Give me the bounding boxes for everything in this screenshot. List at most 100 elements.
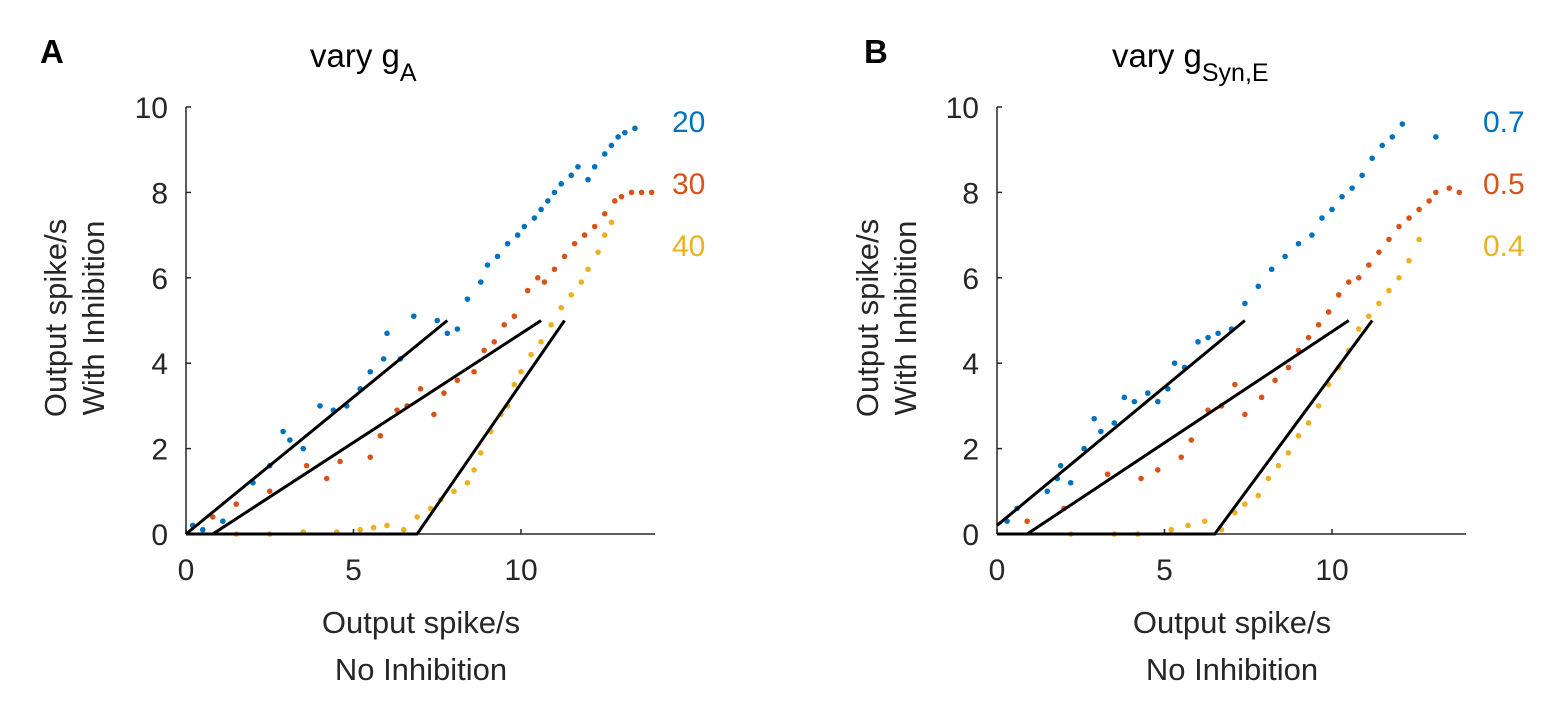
data-point — [1416, 206, 1422, 213]
data-point — [384, 522, 390, 529]
chart-title: vary gA — [310, 37, 417, 87]
data-point — [1067, 479, 1074, 486]
y-label-line2: With Inhibition — [888, 221, 923, 416]
data-point — [1356, 275, 1362, 281]
data-point — [478, 450, 484, 456]
data-point — [1242, 501, 1248, 507]
data-point — [1433, 134, 1439, 140]
data-point — [444, 330, 451, 337]
data-point — [504, 240, 511, 247]
data-point — [1285, 364, 1292, 371]
data-point — [441, 390, 447, 396]
fit-line — [996, 319, 1246, 527]
data-point — [478, 279, 484, 285]
data-point — [1416, 236, 1422, 243]
x-tick-label: 10 — [504, 554, 537, 587]
title-main: vary g — [1112, 37, 1202, 74]
data-point — [1091, 415, 1097, 422]
data-point — [1366, 313, 1372, 320]
data-point — [1138, 475, 1144, 482]
y-tick-label: 4 — [151, 348, 168, 381]
data-point — [233, 501, 240, 507]
data-point — [1433, 189, 1439, 196]
data-point — [1242, 300, 1248, 307]
data-point — [1178, 454, 1185, 460]
data-point — [531, 215, 538, 221]
legend-entry: 30 — [672, 168, 705, 201]
data-point — [464, 296, 471, 302]
data-point — [1272, 377, 1278, 384]
data-point — [601, 151, 608, 157]
data-point — [1265, 475, 1272, 482]
data-point — [601, 232, 608, 238]
data-point — [1356, 326, 1362, 332]
y-tick-label: 8 — [962, 177, 979, 210]
data-point — [1345, 279, 1352, 285]
y-tick-label: 10 — [946, 92, 979, 125]
data-point — [1205, 334, 1211, 341]
data-point — [524, 287, 531, 294]
data-point — [494, 253, 501, 260]
data-point — [1295, 240, 1302, 247]
data-point — [1426, 198, 1432, 204]
data-point — [1282, 253, 1288, 260]
data-point — [1111, 420, 1118, 426]
data-point — [1315, 321, 1322, 328]
data-point — [1215, 330, 1221, 337]
y-label-line1: Output spike/s — [38, 219, 73, 417]
data-point — [481, 347, 487, 354]
y-tick-label: 8 — [151, 177, 168, 210]
data-point — [585, 176, 591, 183]
axes: 0 5 10 0 2 4 6 8 10 — [946, 92, 1466, 587]
data-point — [1315, 403, 1322, 409]
data-point — [367, 454, 374, 460]
data-point — [1144, 390, 1151, 396]
data-point — [585, 266, 591, 273]
fit-line — [186, 319, 566, 536]
data-point — [1376, 249, 1382, 255]
data-point — [303, 462, 310, 469]
data-point — [601, 210, 608, 217]
data-point — [575, 163, 581, 170]
data-point — [377, 432, 384, 439]
data-point — [464, 479, 471, 486]
title-main: vary g — [310, 37, 400, 74]
legend: 20 30 40 — [672, 106, 705, 263]
data-point — [628, 189, 635, 196]
data-point — [568, 292, 575, 298]
data-point — [431, 411, 437, 418]
data-point — [1024, 518, 1030, 524]
data-points — [189, 125, 655, 537]
data-point — [538, 206, 544, 213]
data-point — [1104, 471, 1111, 478]
data-point — [514, 232, 521, 238]
data-point — [545, 198, 551, 204]
data-point — [434, 317, 441, 324]
data-point — [521, 223, 528, 230]
data-point — [1339, 193, 1345, 200]
y-tick-label: 0 — [151, 519, 168, 552]
data-point — [323, 475, 330, 482]
data-point — [367, 368, 374, 375]
data-point — [511, 313, 518, 320]
data-point — [1389, 134, 1396, 140]
data-point — [608, 142, 615, 149]
data-point — [548, 321, 554, 328]
y-label-line2: With Inhibition — [76, 221, 111, 416]
data-point — [1201, 518, 1208, 524]
data-point — [558, 181, 564, 187]
data-point — [417, 386, 424, 392]
data-point — [199, 526, 206, 533]
panel-label: A — [40, 33, 64, 70]
data-point — [1406, 215, 1412, 221]
x-label-line2: No Inhibition — [335, 652, 507, 687]
data-point — [1379, 142, 1386, 149]
data-point — [384, 330, 390, 337]
data-point — [568, 172, 575, 179]
y-tick-label: 4 — [962, 348, 979, 381]
fit-line — [1026, 319, 1350, 536]
data-point — [1325, 309, 1332, 315]
data-point — [538, 339, 544, 345]
data-point — [280, 428, 286, 435]
chart-title: vary gSyn,E — [1112, 37, 1269, 87]
